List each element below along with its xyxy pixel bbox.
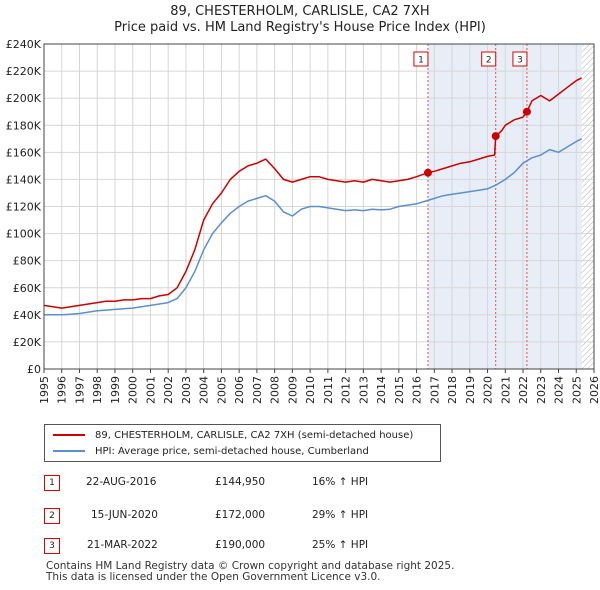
footer-copyright: Contains HM Land Registry data © Crown c…	[46, 560, 455, 572]
x-tick-label: 2021	[499, 376, 512, 404]
y-tick-label: £80K	[13, 255, 42, 268]
transaction-number-badge: 2	[44, 508, 60, 524]
y-tick-label: £100K	[6, 228, 42, 241]
x-tick-label: 2014	[375, 376, 388, 404]
y-tick-label: £0	[27, 363, 41, 376]
x-tick-label: 2007	[251, 376, 264, 404]
x-tick-label: 2017	[428, 376, 441, 404]
sale-point	[423, 168, 432, 177]
x-tick-label: 2000	[127, 376, 140, 404]
plot-frame	[43, 43, 595, 370]
x-tick-label: 1999	[109, 376, 122, 404]
x-tick-label: 2001	[144, 376, 157, 404]
legend-item-property: 89, CHESTERHOLM, CARLISLE, CA2 7XH (semi…	[53, 429, 413, 443]
x-tick-label: 2024	[553, 376, 566, 404]
legend-property-label: 89, CHESTERHOLM, CARLISLE, CA2 7XH (semi…	[95, 430, 414, 441]
y-tick-label: £220K	[6, 65, 42, 78]
y-tick-label: £60K	[13, 282, 42, 295]
price-chart: 1 2 3 £0 £20K £40K £60K £80K £100K £120K £140K £16…	[6, 38, 600, 404]
transaction-date: 15-JUN-2020	[91, 509, 158, 521]
x-tick-label: 1995	[38, 376, 51, 404]
transaction-price: £190,000	[215, 539, 266, 551]
transaction-hpi-change: 29% ↑ HPI	[312, 509, 369, 521]
x-tick-label: 2003	[180, 376, 193, 404]
y-tick-label: £200K	[6, 92, 42, 105]
sale-point	[491, 132, 500, 141]
x-tick-label: 2002	[162, 376, 175, 404]
x-tick-label: 1996	[56, 376, 69, 404]
transaction-number-badge: 3	[44, 538, 60, 554]
sale-label-box	[413, 51, 429, 67]
transaction-hpi-change: 16% ↑ HPI	[312, 476, 369, 488]
x-tick-label: 2012	[340, 376, 353, 404]
y-tick-label: £160K	[6, 146, 42, 159]
sale-label-box	[481, 51, 497, 67]
chart-legend: 89, CHESTERHOLM, CARLISLE, CA2 7XH (semi…	[44, 424, 441, 462]
chart-title-line1: 89, CHESTERHOLM, CARLISLE, CA2 7XH	[170, 4, 430, 19]
sale-label-text: 3	[517, 56, 523, 66]
transaction-date: 21-MAR-2022	[87, 539, 158, 551]
x-tick-label: 2020	[482, 376, 495, 404]
transaction-hpi-change: 25% ↑ HPI	[312, 539, 369, 551]
footer: Contains HM Land Registry data © Crown c…	[46, 561, 454, 583]
y-tick-label: £240K	[6, 38, 42, 51]
y-tick-label: £180K	[6, 119, 42, 132]
sale-label-text: 2	[486, 56, 492, 66]
legend-hpi-swatch	[53, 450, 85, 452]
x-tick-label: 2005	[215, 376, 228, 404]
transaction-price: £172,000	[215, 509, 266, 521]
x-tick-label: 2011	[322, 376, 335, 404]
sale-label-box	[512, 51, 528, 67]
legend-hpi-label: HPI: Average price, semi-detached house,…	[95, 446, 369, 457]
property-series-line	[43, 77, 582, 309]
x-tick-label: 2006	[233, 376, 246, 404]
x-tick-label: 2019	[464, 376, 477, 404]
x-tick-label: 2018	[446, 376, 459, 404]
transaction-date: 22-AUG-2016	[86, 476, 157, 488]
x-tick-label: 2013	[357, 376, 370, 404]
legend-item-hpi: HPI: Average price, semi-detached house,…	[53, 445, 369, 459]
x-tick-label: 2023	[535, 376, 548, 404]
x-tick-label: 1998	[91, 376, 104, 404]
chart-title-line2: Price paid vs. HM Land Registry's House …	[114, 20, 486, 35]
y-tick-label: £40K	[13, 309, 42, 322]
x-tick-label: 2015	[393, 376, 406, 404]
x-tick-label: 2022	[517, 376, 530, 404]
legend-property-swatch	[53, 434, 85, 436]
sale-point	[522, 107, 531, 116]
x-tick-label: 2010	[304, 376, 317, 404]
y-tick-label: £20K	[13, 336, 42, 349]
x-tick-label: 2026	[588, 376, 600, 404]
footer-licence: This data is licensed under the Open Gov…	[46, 571, 381, 583]
transaction-price: £144,950	[215, 476, 266, 488]
x-tick-label: 2004	[198, 376, 211, 404]
y-tick-label: £120K	[6, 201, 42, 214]
x-tick-label: 1997	[73, 376, 86, 404]
sale-label-text: 1	[418, 56, 424, 66]
y-tick-label: £140K	[6, 173, 42, 186]
x-tick-label: 2016	[411, 376, 424, 404]
x-tick-label: 2008	[269, 376, 282, 404]
x-tick-label: 2025	[570, 376, 583, 404]
hpi-series-line	[44, 138, 582, 316]
x-tick-label: 2009	[286, 376, 299, 404]
transaction-number-badge: 1	[44, 475, 60, 491]
